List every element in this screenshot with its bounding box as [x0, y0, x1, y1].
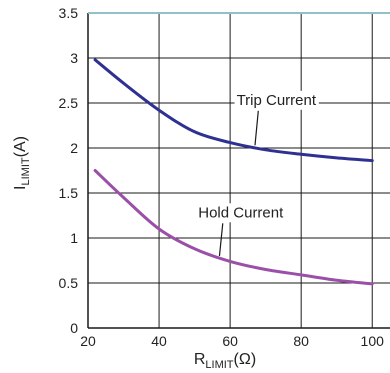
plot-frame	[87, 12, 390, 329]
x-axis-label-sub: LIMIT	[205, 359, 233, 371]
hold-current-line	[93, 169, 374, 286]
annotations: Trip Current Hold Current	[196, 90, 319, 257]
x-axis-label-unit: (Ω)	[234, 351, 257, 368]
x-axis-label: RLIMIT(Ω)	[194, 351, 256, 371]
series-layer	[93, 58, 374, 286]
y-tick-label-1: 0.5	[59, 275, 79, 291]
x-tick-label-2: 60	[222, 333, 238, 349]
hold-current-leader-line	[218, 223, 224, 257]
x-tick-label-3: 80	[293, 333, 309, 349]
trip-current-leader-line	[254, 110, 259, 146]
y-tick-label-0: 0	[70, 320, 78, 336]
trip-current-label: Trip Current	[237, 92, 317, 109]
trip-current-label-bg	[234, 90, 319, 110]
y-axis-label-main: I	[12, 186, 29, 190]
y-axis-label-sub: LIMIT	[20, 157, 32, 185]
y-tick-label-6: 3	[70, 50, 78, 66]
y-tick-label-4: 2	[70, 140, 78, 156]
tick-labels: 20 40 60 80 100 0 0.5 1 1.5 2 2.5 3 3.5	[59, 5, 385, 349]
x-tick-label-4: 100	[361, 333, 385, 349]
y-axis-label-unit: (A)	[12, 136, 29, 157]
x-tick-label-1: 40	[151, 333, 167, 349]
y-tick-label-7: 3.5	[59, 5, 79, 21]
y-tick-label-3: 1.5	[59, 185, 79, 201]
y-axis-label: ILIMIT(A)	[12, 136, 32, 190]
y-tick-label-5: 2.5	[59, 95, 79, 111]
x-axis-label-main: R	[194, 351, 206, 368]
hold-current-label-bg	[196, 203, 287, 223]
hold-current-label: Hold Current	[198, 204, 284, 221]
y-tick-label-2: 1	[70, 230, 78, 246]
x-tick-label-0: 20	[80, 333, 96, 349]
trip-current-line	[93, 58, 374, 163]
